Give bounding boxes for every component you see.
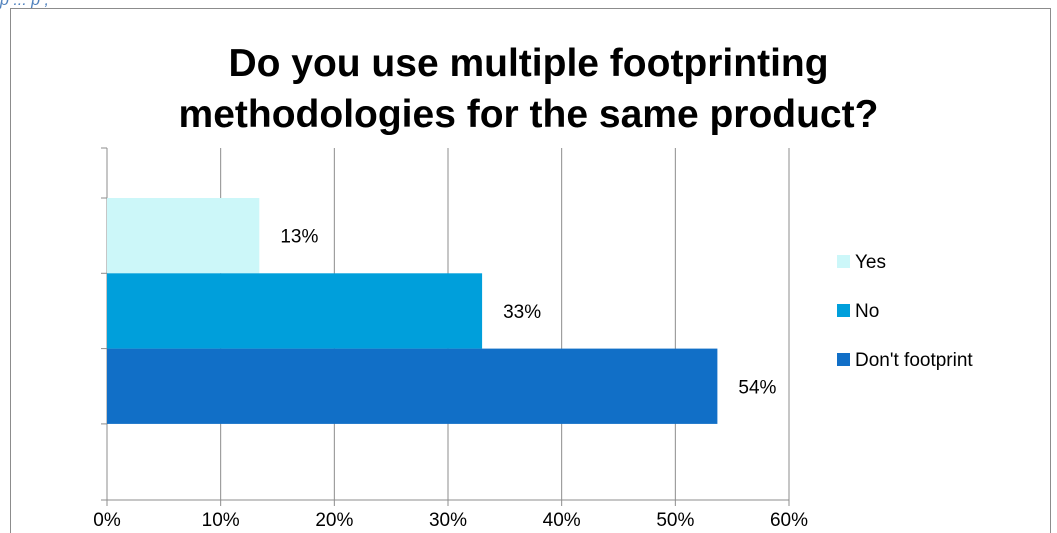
x-tick-label-6: 60% [770, 510, 808, 531]
legend-label-1: No [855, 301, 879, 322]
legend-swatch-2 [837, 353, 850, 366]
chart-title-line-2: methodologies for the same product? [178, 93, 879, 136]
x-tick-label-5: 50% [656, 510, 694, 531]
bar-yes [107, 198, 260, 274]
x-tick-label-4: 40% [543, 510, 581, 531]
x-tick-label-2: 20% [315, 510, 353, 531]
chart-title: Do you use multiple footprinting methodo… [0, 38, 1057, 140]
bar-no [107, 273, 483, 349]
chart-title-line-1: Do you use multiple footprinting [228, 42, 829, 85]
data-label-2: 54% [738, 377, 776, 398]
page-caption: p ... p , [0, 0, 49, 9]
x-tick-label-0: 0% [93, 510, 121, 531]
legend-label-2: Don't footprint [855, 350, 973, 371]
data-label-1: 33% [503, 302, 541, 323]
legend-swatch-1 [837, 304, 850, 317]
legend-swatch-0 [837, 255, 850, 268]
data-label-0: 13% [280, 227, 318, 248]
x-tick-label-1: 10% [202, 510, 240, 531]
legend-label-0: Yes [855, 252, 886, 273]
bar-don-t-footprint [107, 348, 718, 424]
x-tick-label-3: 30% [429, 510, 467, 531]
